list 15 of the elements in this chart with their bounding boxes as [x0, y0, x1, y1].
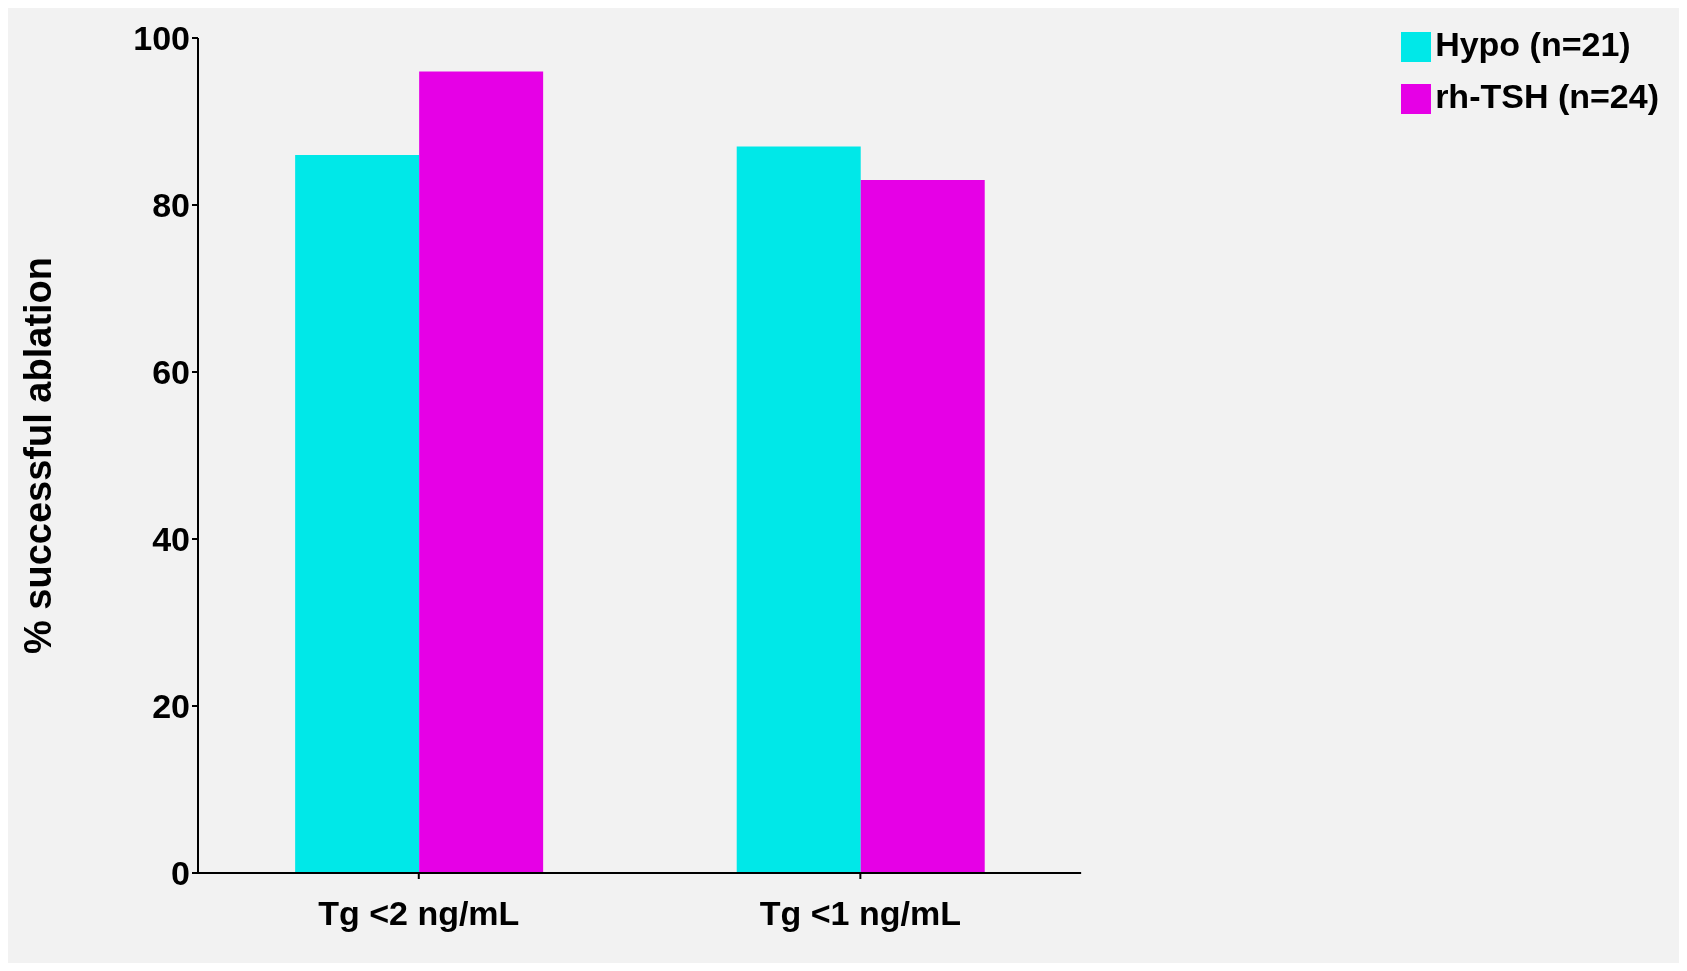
bar — [295, 154, 420, 873]
y-tick-label: 80 — [152, 186, 190, 225]
y-tick-label: 20 — [152, 687, 190, 726]
bar — [419, 71, 544, 873]
legend-label: Hypo (n=21) — [1435, 25, 1631, 63]
y-tick-label: 100 — [133, 19, 190, 58]
y-tick-label: 60 — [152, 353, 190, 392]
x-tick-label: Tg <1 ng/mL — [759, 894, 961, 933]
bar — [736, 146, 861, 873]
legend-label: rh-TSH (n=24) — [1435, 77, 1659, 115]
y-axis-title: % successful ablation — [17, 256, 60, 655]
y-tick-label: 0 — [171, 854, 190, 893]
x-tick-label: Tg <2 ng/mL — [318, 894, 520, 933]
bar — [860, 179, 985, 873]
y-tick-label: 40 — [152, 520, 190, 559]
